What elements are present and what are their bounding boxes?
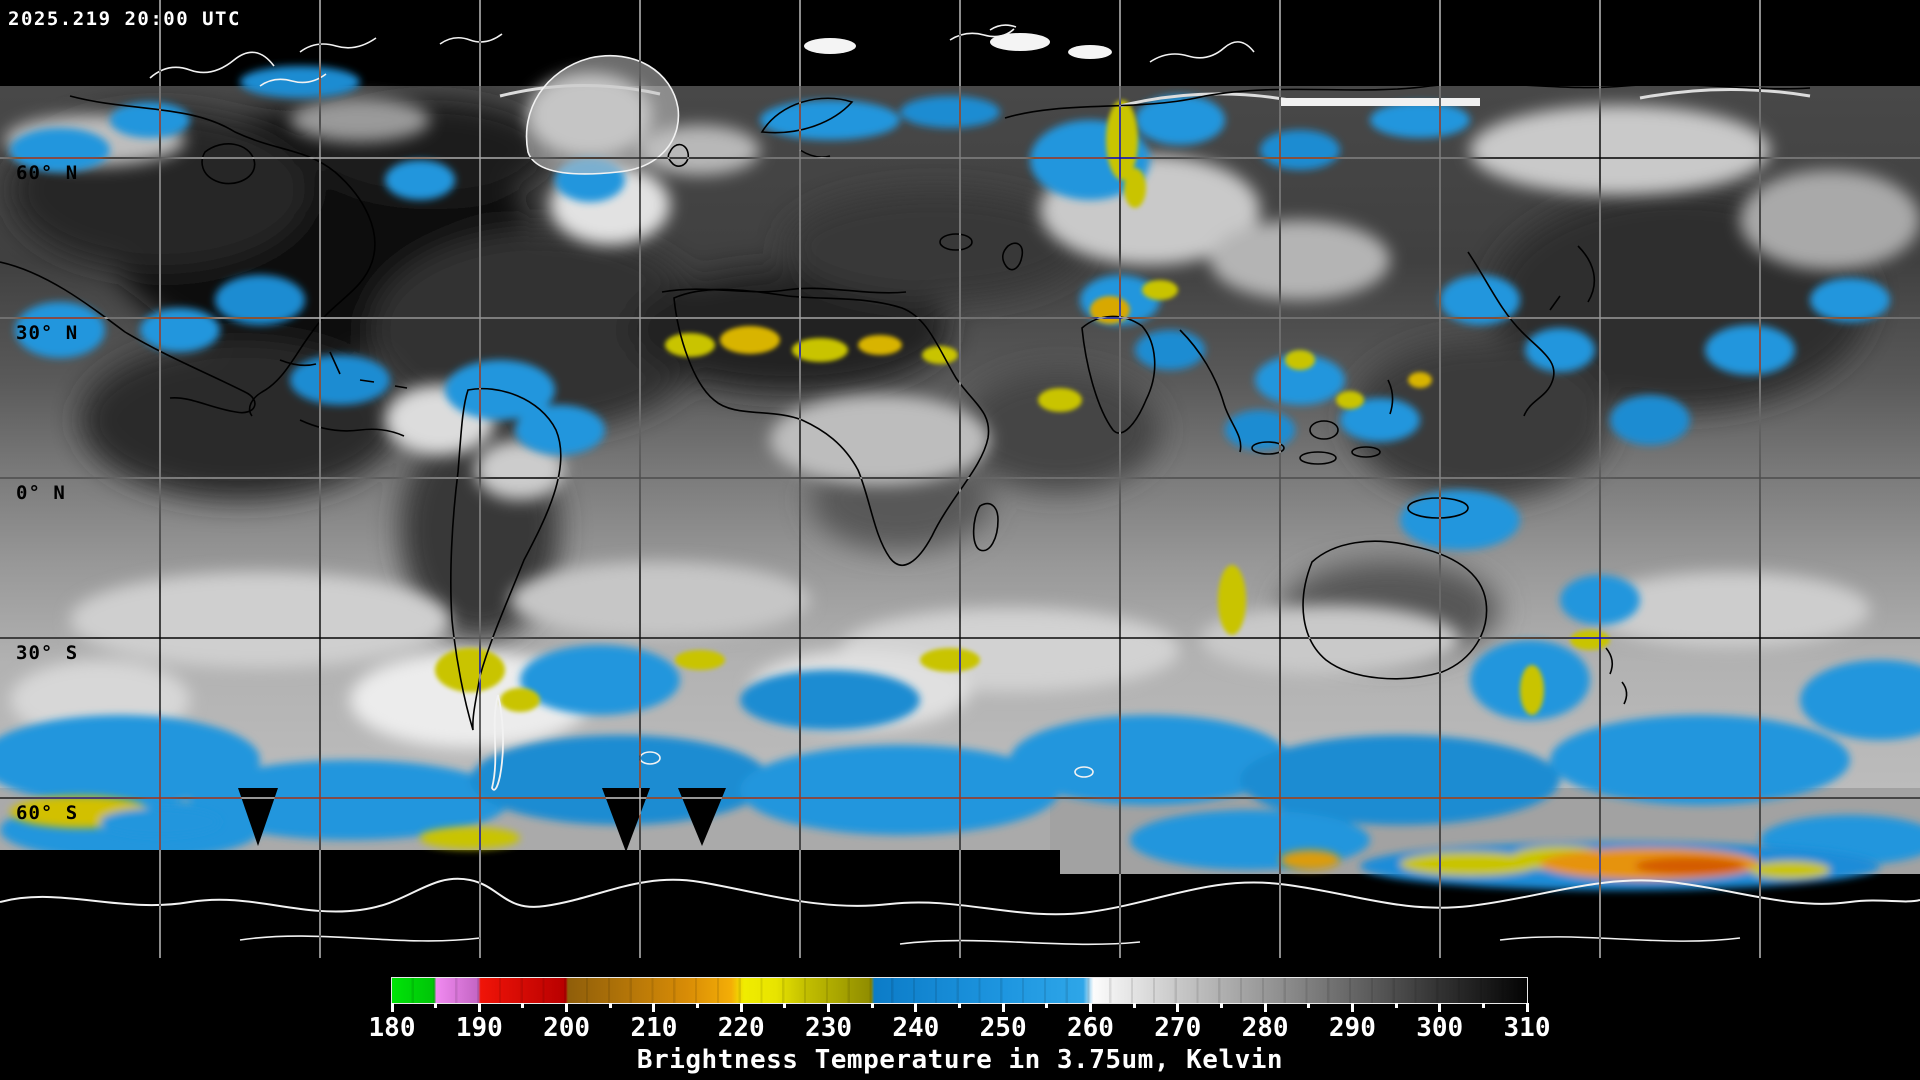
colorbar-tick-label: 290 [1328,1013,1376,1043]
colorbar-major-tick [565,1003,569,1012]
colorbar-tick-label: 300 [1416,1013,1464,1043]
colorbar-minor-tick [958,1003,961,1008]
latitude-label: 30° S [16,642,79,664]
colorbar-minor-tick [1132,1003,1136,1008]
colorbar-tick-label: 260 [1066,1013,1114,1043]
colorbar-major-tick [1350,1003,1354,1012]
latitude-label: 30° N [16,322,79,344]
colorbar-tick-label: 200 [543,1013,591,1043]
latitude-label: 60° S [16,802,79,824]
colorbar-major-tick [1438,1003,1442,1012]
satellite-map-image [0,0,1920,958]
colorbar-major-tick [652,1003,656,1012]
colorbar-tick-label: 310 [1503,1013,1551,1043]
timestamp-label: 2025.219 20:00 UTC [8,8,241,30]
colorbar-major-tick [1263,1003,1267,1012]
colorbar-title: Brightness Temperature in 3.75um, Kelvin [636,1045,1284,1075]
colorbar-minor-tick [1481,1003,1485,1008]
colorbar [391,977,1528,1004]
colorbar-tick-label: 240 [892,1013,940,1043]
colorbar-tick-label: 280 [1241,1013,1289,1043]
colorbar-minor-tick [783,1003,787,1008]
colorbar-major-tick [827,1003,831,1012]
colorbar-minor-tick [1045,1003,1049,1008]
coastlines-black [0,82,1811,731]
colorbar-tick-label: 230 [805,1013,853,1043]
colorbar-minor-tick [434,1003,438,1008]
colorbar-major-tick [739,1003,743,1012]
colorbar-minor-tick [521,1003,525,1008]
latitude-label: 0° N [16,482,66,504]
colorbar-major-tick [1525,1003,1529,1012]
colorbar-major-tick [1176,1003,1180,1012]
colorbar-minor-tick [870,1003,874,1008]
colorbar-minor-tick [1219,1003,1223,1008]
graticule-grid-overlay [0,0,1920,958]
colorbar-major-tick [1001,1003,1005,1012]
colorbar-major-tick [914,1003,918,1012]
latitude-label: 60° N [16,162,79,184]
colorbar-tick-label: 180 [368,1013,416,1043]
colorbar-major-tick [1088,1003,1092,1012]
colorbar-tick-label: 270 [1154,1013,1202,1043]
colorbar-minor-tick [608,1003,612,1008]
colorbar-major-tick [390,1003,394,1012]
colorbar-tick-label: 190 [455,1013,503,1043]
colorbar-tick-label: 220 [717,1013,765,1043]
colorbar-minor-tick [1307,1003,1311,1008]
colorbar-major-tick [477,1003,481,1012]
colorbar-tick-label: 250 [979,1013,1027,1043]
colorbar-minor-tick [1394,1003,1398,1008]
colorbar-minor-tick [696,1003,700,1008]
colorbar-tick-label: 210 [630,1013,678,1043]
map-art-layers [0,0,1920,958]
